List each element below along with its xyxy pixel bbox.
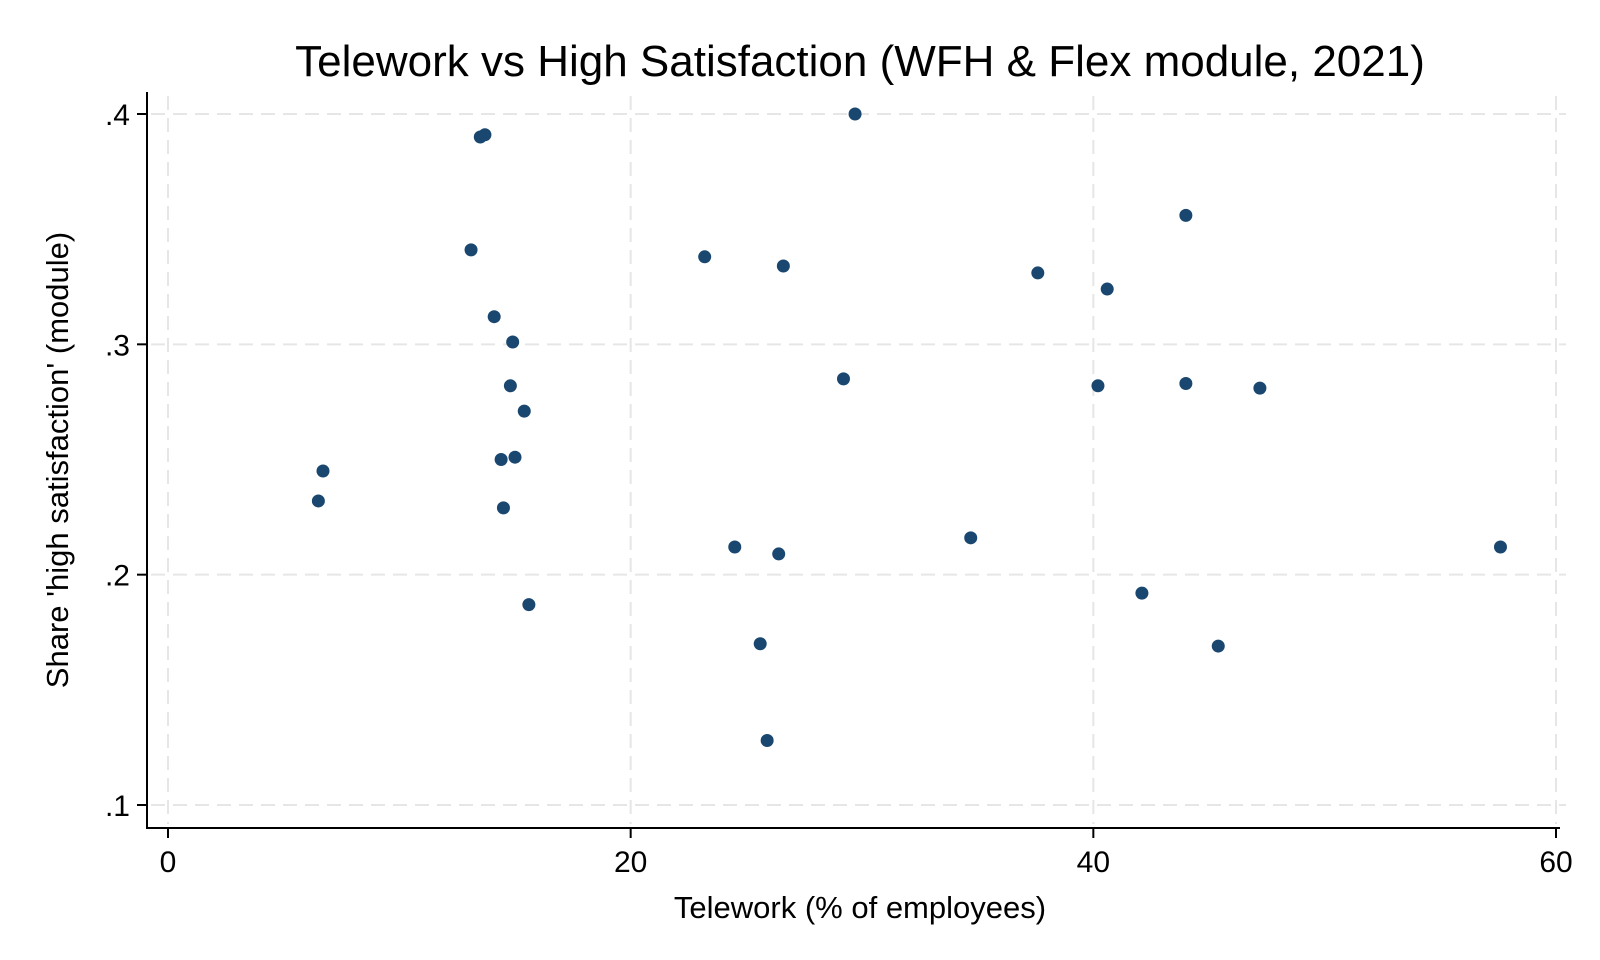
y-tick-label: .1	[105, 790, 130, 823]
data-point	[1135, 586, 1149, 600]
data-point	[494, 453, 508, 466]
data-point	[760, 734, 774, 748]
x-tick-label: 60	[1539, 846, 1572, 879]
x-tick-label: 40	[1077, 846, 1110, 879]
data-point	[728, 540, 742, 554]
data-point	[836, 372, 850, 386]
axes: .1 .2 .3 .4 0 20 40 60	[105, 92, 1573, 879]
data-point	[522, 598, 536, 612]
data-point	[487, 310, 501, 324]
data-point	[1211, 639, 1225, 653]
data-point	[311, 494, 325, 508]
data-point	[1091, 379, 1105, 393]
x-tick-label: 0	[160, 846, 177, 879]
x-tick-label: 20	[614, 846, 647, 879]
data-point	[478, 128, 492, 142]
data-point	[1493, 540, 1507, 554]
data-point	[772, 547, 786, 561]
data-point	[503, 379, 517, 393]
data-point	[517, 404, 531, 418]
data-point	[753, 637, 767, 651]
x-axis-title: Telework (% of employees)	[674, 890, 1046, 925]
data-point	[1179, 376, 1193, 390]
chart-title: Telework vs High Satisfaction (WFH & Fle…	[295, 37, 1425, 86]
data-point	[848, 107, 862, 121]
data-point	[506, 335, 520, 349]
data-point	[1179, 208, 1193, 222]
data-point	[316, 464, 330, 478]
data-point	[1031, 266, 1045, 280]
data-point	[464, 243, 478, 257]
data-point	[1100, 282, 1114, 296]
data-point	[1253, 381, 1267, 395]
data-point	[776, 259, 790, 273]
y-axis-title: Share 'high satisfaction' (module)	[40, 232, 75, 688]
y-tick-label: .4	[105, 99, 130, 132]
data-point	[496, 501, 510, 515]
data-point	[964, 531, 978, 545]
y-tick-label: .3	[105, 329, 130, 362]
gridlines	[151, 96, 1566, 824]
data-point	[508, 450, 522, 464]
data-points	[311, 107, 1507, 748]
data-point	[698, 250, 712, 264]
y-tick-label: .2	[105, 560, 130, 593]
